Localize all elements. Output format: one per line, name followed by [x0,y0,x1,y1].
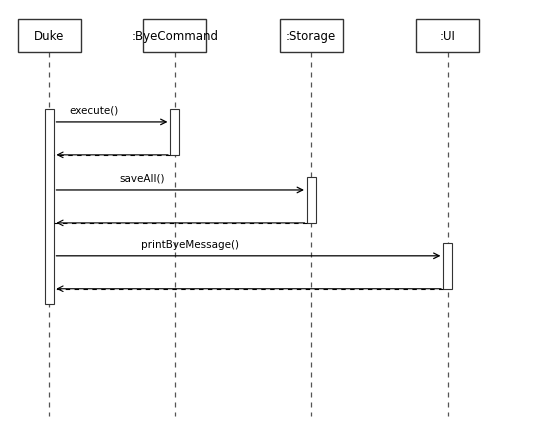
Bar [17,20,81,53]
Text: :Storage: :Storage [286,30,336,42]
Bar [443,243,452,289]
Text: :ByeCommand: :ByeCommand [131,30,218,42]
Bar [416,20,479,53]
Text: execute(): execute() [70,106,119,116]
Bar [280,20,343,53]
Bar [143,20,206,53]
Text: saveAll(): saveAll() [120,173,165,184]
Text: printByeMessage(): printByeMessage() [141,239,239,249]
Bar [307,177,316,223]
Bar [170,110,179,155]
Bar [45,110,54,304]
Text: :UI: :UI [440,30,456,42]
Text: Duke: Duke [34,30,64,42]
